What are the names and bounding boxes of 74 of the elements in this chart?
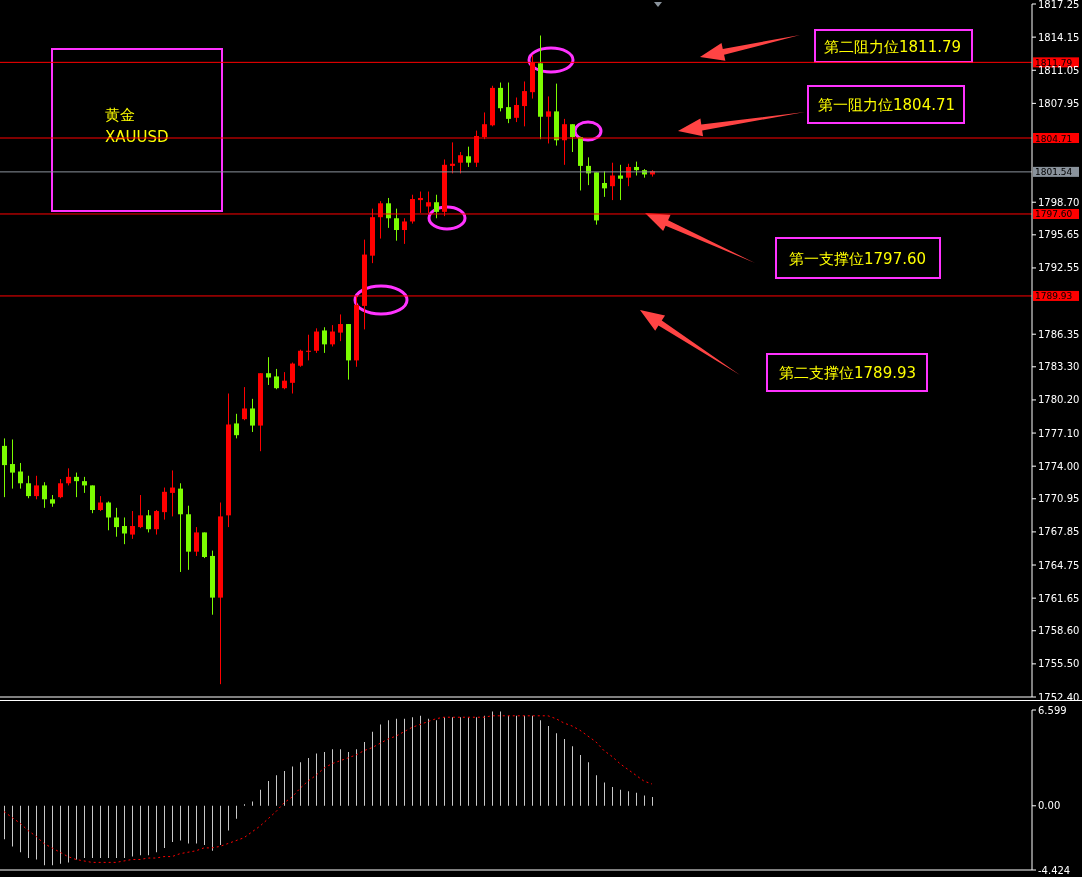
y-tick-label: 1792.55 (1038, 262, 1080, 274)
candlestick (434, 194, 439, 219)
candlestick (250, 398, 255, 433)
y-tick-label: 1780.20 (1038, 394, 1080, 406)
candlestick (322, 326, 327, 354)
candlestick (10, 438, 15, 490)
y-tick-label: 1770.95 (1038, 493, 1080, 505)
candlestick (106, 500, 111, 531)
line-series (3, 715, 653, 863)
candlestick (162, 487, 167, 521)
annotation: 第二阻力位1811.79 (824, 38, 962, 56)
candlestick (450, 141, 455, 174)
candlestick (330, 324, 335, 347)
candlestick (122, 516, 127, 545)
candlestick (394, 208, 399, 242)
candlestick (42, 481, 47, 509)
candlestick (466, 146, 471, 168)
candlestick (522, 80, 527, 127)
y-tick-label: 1777.10 (1038, 427, 1080, 439)
annotation: 黄金 (105, 106, 135, 124)
candlestick (154, 509, 159, 536)
candlestick (170, 469, 175, 517)
y-tick-label: 1774.00 (1038, 460, 1080, 472)
candlestick (266, 356, 271, 386)
y-tick-label: 1786.35 (1038, 328, 1080, 340)
y-tick-label: 1755.50 (1038, 658, 1080, 670)
candlestick (610, 162, 615, 201)
y-tick-label: 1752.40 (1038, 691, 1080, 703)
candlestick (74, 472, 79, 498)
annotation: 第一阻力位1804.71 (818, 96, 956, 114)
y-tick-label: 1814.15 (1038, 31, 1080, 43)
y-tick-label: 1807.95 (1038, 97, 1080, 109)
annotation: 第二支撑位1789.93 (779, 364, 917, 382)
y-tick-label: 1767.85 (1038, 526, 1080, 538)
y-tick-label: -4.424 (1038, 864, 1071, 876)
candlestick (274, 368, 279, 390)
candlestick (18, 462, 23, 490)
y-tick-label: 6.599 (1038, 704, 1067, 716)
y-tick-label: 1817.25 (1038, 0, 1080, 10)
y-tick-label: 1764.75 (1038, 559, 1080, 571)
annotation: 第一支撑位1797.60 (789, 250, 927, 268)
candlestick (130, 510, 135, 540)
candlestick (338, 313, 343, 342)
y-tick-label: 0.00 (1038, 800, 1061, 812)
ref-line-label: 1801.54 (1035, 167, 1073, 178)
y-tick-label: 1758.60 (1038, 625, 1080, 637)
y-tick-label: 1798.70 (1038, 196, 1080, 208)
candlestick (498, 82, 503, 112)
y-tick-label: 1795.65 (1038, 229, 1080, 241)
candlestick (34, 475, 39, 500)
candlestick (618, 164, 623, 201)
candlestick (514, 97, 519, 123)
candlestick (314, 327, 319, 354)
candlestick (234, 413, 239, 439)
candlestick (58, 478, 63, 499)
candlestick (114, 507, 119, 538)
ref-line-label: 1804.71 (1035, 133, 1073, 144)
y-tick-label: 1761.65 (1038, 592, 1080, 604)
candlestick (194, 526, 199, 557)
candlestick (306, 334, 311, 361)
candlestick (138, 494, 143, 529)
candlestick (402, 217, 407, 245)
candlestick (2, 437, 7, 498)
candlestick (570, 123, 575, 153)
candlestick (242, 386, 247, 421)
candlestick (146, 509, 151, 533)
candlestick (602, 170, 607, 198)
candlestick (26, 475, 31, 499)
candlestick (506, 82, 511, 124)
candlestick (290, 362, 295, 395)
y-tick-label: 1783.30 (1038, 361, 1080, 373)
annotation: XAUUSD (105, 128, 169, 146)
ref-line-label: 1789.93 (1035, 291, 1073, 302)
ref-line-label: 1797.60 (1035, 209, 1073, 220)
